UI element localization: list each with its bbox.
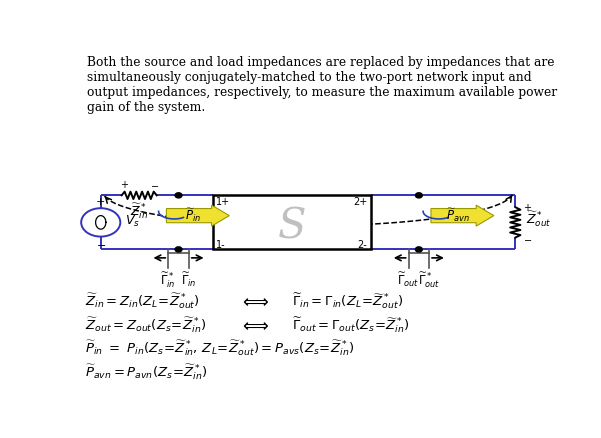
Text: Both the source and load impedances are replaced by impedances that are
simultan: Both the source and load impedances are … bbox=[87, 56, 557, 114]
Circle shape bbox=[175, 247, 182, 252]
Circle shape bbox=[416, 194, 422, 198]
Text: $\widetilde{\Gamma}_{out}$: $\widetilde{\Gamma}_{out}$ bbox=[397, 270, 420, 288]
Text: $\widetilde{\Gamma}^*_{in}$: $\widetilde{\Gamma}^*_{in}$ bbox=[160, 270, 176, 290]
Circle shape bbox=[175, 194, 182, 198]
Text: $-$: $-$ bbox=[96, 239, 106, 249]
Text: 2+: 2+ bbox=[353, 197, 367, 207]
Text: $V_s$: $V_s$ bbox=[125, 214, 140, 229]
Text: $\widetilde{P}_{in}$: $\widetilde{P}_{in}$ bbox=[185, 206, 201, 224]
Text: 1+: 1+ bbox=[216, 197, 230, 207]
Text: +: + bbox=[96, 197, 105, 207]
Text: $\widetilde{Z}_{out} = Z_{out}(Z_s\!=\!\widetilde{Z}^*_{in})$: $\widetilde{Z}_{out} = Z_{out}(Z_s\!=\!\… bbox=[85, 314, 207, 334]
Circle shape bbox=[416, 247, 422, 252]
FancyArrow shape bbox=[166, 206, 230, 226]
Text: 2-: 2- bbox=[358, 239, 367, 249]
Text: $\widetilde{\Gamma}_{in} = \Gamma_{in}(Z_L\!=\!\widetilde{Z}^*_{out})$: $\widetilde{\Gamma}_{in} = \Gamma_{in}(Z… bbox=[291, 290, 403, 311]
Text: $\widetilde{\Gamma}_{in}$: $\widetilde{\Gamma}_{in}$ bbox=[181, 270, 197, 288]
Text: $\widetilde{Z}^*_{out}$: $\widetilde{Z}^*_{out}$ bbox=[525, 209, 551, 229]
Text: +: + bbox=[523, 203, 531, 213]
Text: S: S bbox=[278, 205, 306, 247]
Text: $\widetilde{Z}^*_{in}$: $\widetilde{Z}^*_{in}$ bbox=[130, 201, 148, 220]
Text: $\Longleftrightarrow$: $\Longleftrightarrow$ bbox=[239, 291, 270, 309]
Text: $\widetilde{P}_{avn}$: $\widetilde{P}_{avn}$ bbox=[446, 206, 469, 224]
Text: +: + bbox=[120, 180, 127, 190]
Text: $\widetilde{\Gamma}_{out} = \Gamma_{out}(Z_s\!=\!\widetilde{Z}^*_{in})$: $\widetilde{\Gamma}_{out} = \Gamma_{out}… bbox=[291, 314, 409, 334]
FancyArrow shape bbox=[431, 206, 494, 226]
Bar bbox=[213, 196, 371, 250]
Text: $-$: $-$ bbox=[150, 180, 159, 190]
Text: $\widetilde{\Gamma}^*_{out}$: $\widetilde{\Gamma}^*_{out}$ bbox=[418, 270, 441, 290]
Text: $\widetilde{P}_{in}\ =\ P_{in}(Z_s\!=\!\widetilde{Z}^*_{in},\,Z_L\!=\!\widetilde: $\widetilde{P}_{in}\ =\ P_{in}(Z_s\!=\!\… bbox=[85, 338, 355, 357]
Text: $\widetilde{P}_{avn} = P_{avn}(Z_s\!=\!\widetilde{Z}^*_{in})$: $\widetilde{P}_{avn} = P_{avn}(Z_s\!=\!\… bbox=[85, 361, 208, 381]
Text: $\Longleftrightarrow$: $\Longleftrightarrow$ bbox=[239, 315, 270, 333]
Text: $\widetilde{Z}_{in} = Z_{in}(Z_L\!=\!\widetilde{Z}^*_{out})$: $\widetilde{Z}_{in} = Z_{in}(Z_L\!=\!\wi… bbox=[85, 291, 200, 310]
Text: $-$: $-$ bbox=[523, 233, 532, 243]
Text: 1-: 1- bbox=[216, 239, 226, 249]
